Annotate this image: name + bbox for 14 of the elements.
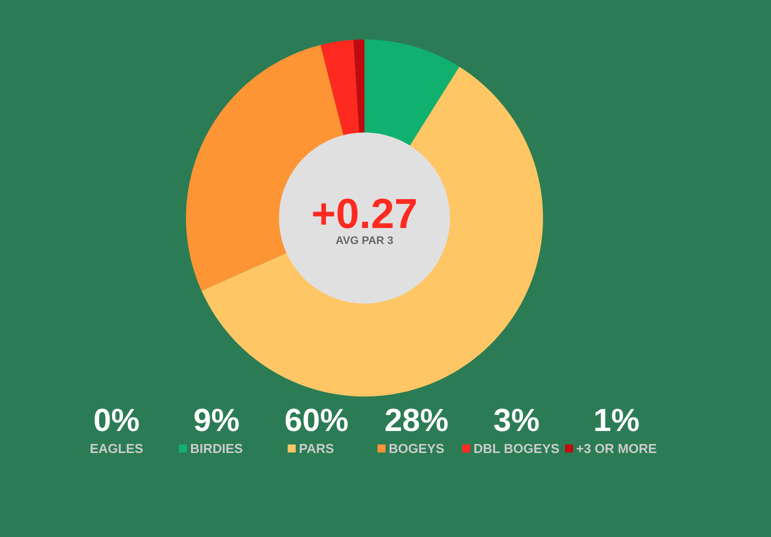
data-label: 60%	[286, 408, 348, 432]
legend-label: BIRDIES	[191, 444, 242, 454]
text: 0%	[94, 408, 139, 432]
category-label: EAGLES	[90, 444, 143, 454]
text: +0.27	[313, 198, 416, 228]
data-label: 1%	[595, 408, 639, 432]
text: AVG PAR 3	[336, 236, 393, 244]
legend-label: +3 OR MORE	[576, 444, 656, 454]
legend-label: PARS	[300, 444, 334, 454]
legend-label: DBL BOGEYS	[474, 444, 559, 454]
data-label: 9%	[194, 408, 239, 432]
legend-label: BOGEYS	[390, 444, 444, 454]
data-label: 3%	[494, 408, 539, 432]
data-label: 28%	[386, 408, 448, 432]
